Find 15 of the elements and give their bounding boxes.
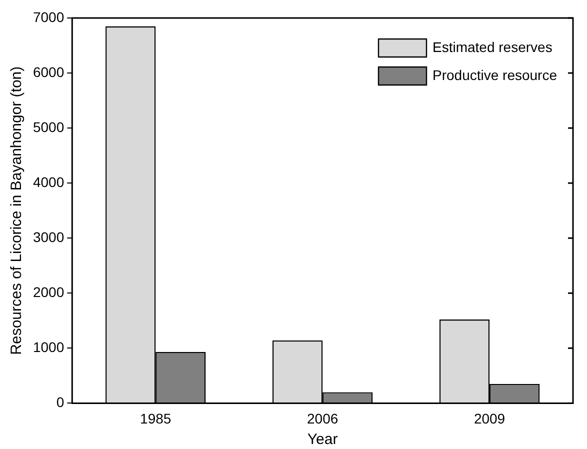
x-tick-label: 2009 <box>474 410 506 426</box>
y-axis-title: Resources of Licorice in Bayanhongor (ton) <box>8 66 26 355</box>
legend-label: Estimated reserves <box>432 38 552 55</box>
y-tick-label: 6000 <box>32 64 64 80</box>
x-tick-label: 2006 <box>306 410 338 426</box>
y-tick-label: 0 <box>56 394 64 410</box>
y-tick-label: 3000 <box>32 228 64 245</box>
legend-label: Productive resource <box>432 66 558 83</box>
x-axis-title: Year <box>307 431 338 448</box>
y-tick-label: 4000 <box>32 174 64 190</box>
y-tick-label: 1000 <box>32 339 64 356</box>
x-tick-label: 1985 <box>140 410 172 426</box>
y-tick-label: 2000 <box>32 284 64 300</box>
y-tick-label: 5000 <box>32 118 64 135</box>
y-tick-label: 7000 <box>32 8 64 25</box>
